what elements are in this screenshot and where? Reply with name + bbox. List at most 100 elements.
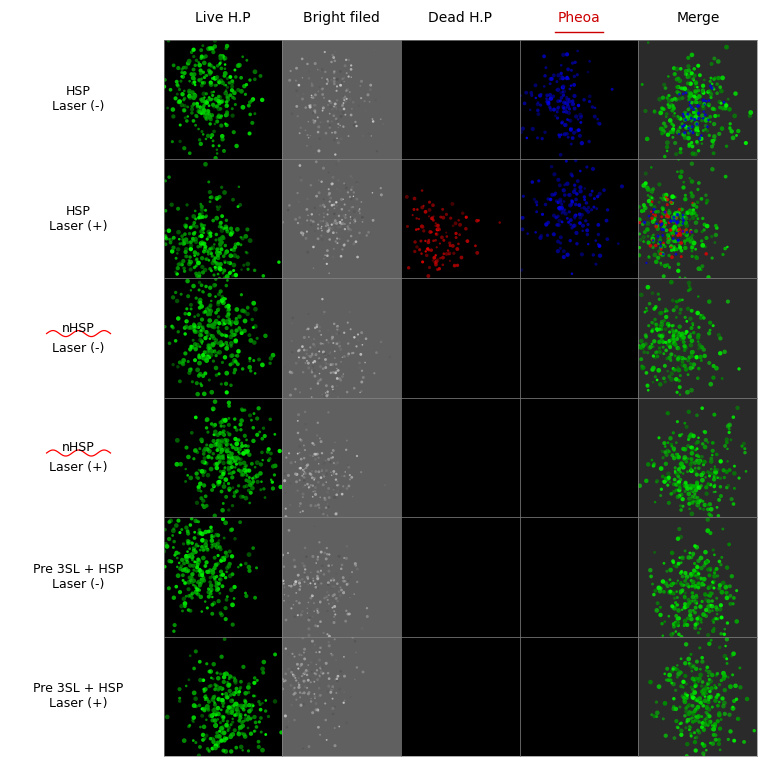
Point xyxy=(279,361,291,373)
Point xyxy=(422,242,434,255)
Point xyxy=(648,105,661,117)
Point xyxy=(215,217,227,230)
Point xyxy=(248,337,260,349)
Point xyxy=(256,454,269,466)
Point xyxy=(705,479,717,491)
Point xyxy=(242,258,254,270)
Point xyxy=(315,546,327,558)
Point xyxy=(677,212,689,224)
Point xyxy=(431,255,443,268)
Point xyxy=(654,323,666,335)
Point xyxy=(718,708,731,720)
Point xyxy=(316,560,328,572)
Point xyxy=(207,448,219,460)
Point xyxy=(242,302,254,314)
Point xyxy=(334,217,346,229)
Point xyxy=(172,62,184,74)
Point xyxy=(422,244,435,256)
Point xyxy=(180,243,193,255)
Point xyxy=(211,247,223,259)
Point xyxy=(544,78,556,90)
Point xyxy=(338,585,350,597)
Point xyxy=(339,615,352,627)
Point xyxy=(694,495,706,507)
Point xyxy=(318,667,330,679)
Point xyxy=(530,79,542,91)
Point xyxy=(664,126,677,138)
Point xyxy=(305,93,317,105)
Point xyxy=(317,363,330,375)
Point xyxy=(688,565,700,577)
Point xyxy=(673,87,685,100)
Point xyxy=(686,305,698,317)
Point xyxy=(204,282,216,294)
Point xyxy=(683,433,695,445)
Point xyxy=(188,687,200,699)
Point xyxy=(669,93,681,105)
Point xyxy=(707,614,719,626)
Point xyxy=(670,373,683,385)
Point xyxy=(230,742,242,754)
Point xyxy=(167,321,179,334)
Point xyxy=(255,712,267,724)
Point xyxy=(664,196,677,208)
Point xyxy=(702,503,714,515)
Point xyxy=(676,211,688,223)
Point xyxy=(326,559,338,572)
Point xyxy=(229,486,241,499)
Point xyxy=(342,348,355,360)
Point xyxy=(658,437,670,449)
Point xyxy=(637,340,649,352)
Point xyxy=(183,576,195,588)
Point xyxy=(656,618,668,630)
Point xyxy=(219,461,231,473)
Point xyxy=(208,439,220,451)
Point xyxy=(679,235,691,247)
Point xyxy=(690,210,702,222)
Point xyxy=(670,616,682,629)
Point xyxy=(209,742,221,754)
Point xyxy=(533,175,545,187)
Point xyxy=(165,556,177,568)
Point xyxy=(572,124,584,136)
Point xyxy=(715,674,728,686)
Point xyxy=(292,672,304,684)
Point xyxy=(229,454,241,467)
Point xyxy=(225,453,237,465)
Point xyxy=(319,66,331,78)
Point xyxy=(194,334,206,346)
Point xyxy=(212,736,224,749)
Point xyxy=(296,470,308,482)
Point xyxy=(555,231,567,243)
Point xyxy=(684,125,696,138)
Point xyxy=(310,668,322,680)
Point xyxy=(710,363,722,375)
Point xyxy=(210,680,222,692)
Point xyxy=(345,471,358,483)
Point xyxy=(215,668,227,680)
Point xyxy=(680,65,693,78)
Point xyxy=(657,575,669,587)
Point xyxy=(657,249,669,261)
Point xyxy=(231,682,243,695)
Point xyxy=(537,208,549,220)
Point xyxy=(699,589,712,601)
Point xyxy=(189,354,201,366)
Point xyxy=(304,676,317,689)
Point xyxy=(661,479,673,491)
Point xyxy=(444,212,457,224)
Point xyxy=(667,331,680,343)
Point xyxy=(708,236,721,249)
Point xyxy=(664,574,676,586)
Point xyxy=(204,333,216,345)
Point xyxy=(202,226,215,238)
Point xyxy=(441,208,453,220)
Point xyxy=(675,63,687,75)
Point xyxy=(310,453,322,465)
Point xyxy=(667,119,680,131)
Point xyxy=(229,698,241,710)
Point xyxy=(685,551,697,563)
Point xyxy=(701,488,713,500)
Point xyxy=(216,580,228,592)
Point xyxy=(689,594,701,606)
